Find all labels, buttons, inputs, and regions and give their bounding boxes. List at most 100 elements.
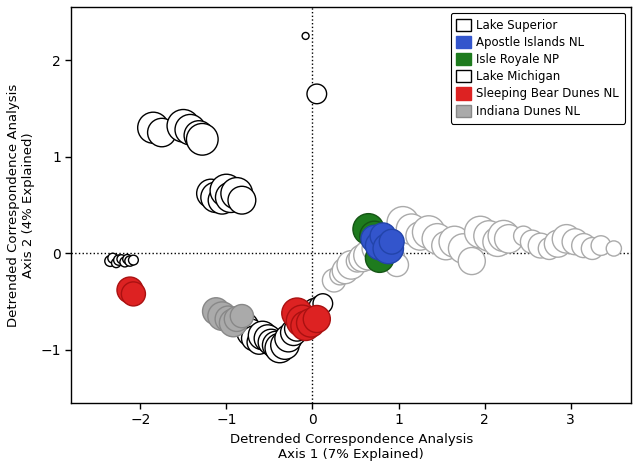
Point xyxy=(535,242,545,249)
Point xyxy=(553,240,563,248)
Point xyxy=(114,256,124,264)
Point xyxy=(609,245,619,252)
Point xyxy=(194,132,204,139)
Point xyxy=(383,245,394,252)
Point xyxy=(357,255,367,262)
Point xyxy=(300,312,311,320)
Point xyxy=(352,257,362,265)
Point xyxy=(458,245,468,252)
Point xyxy=(228,319,239,327)
Point xyxy=(378,232,388,240)
Point xyxy=(544,245,554,252)
Point xyxy=(392,261,402,269)
Point xyxy=(122,256,133,263)
Point xyxy=(346,261,357,269)
Point xyxy=(484,232,494,240)
Point xyxy=(375,255,385,262)
Point xyxy=(232,190,242,197)
Point xyxy=(329,277,339,284)
Point xyxy=(111,259,121,267)
Point xyxy=(375,242,385,249)
Point xyxy=(211,307,221,315)
Point xyxy=(309,306,319,313)
Point xyxy=(271,341,281,349)
Point xyxy=(297,319,308,327)
Point xyxy=(288,329,299,336)
Point xyxy=(197,136,207,143)
Point xyxy=(387,255,397,262)
Point xyxy=(258,332,268,339)
Point xyxy=(178,122,188,130)
Point xyxy=(185,126,195,133)
Point xyxy=(292,325,302,332)
Point xyxy=(432,235,442,242)
Point xyxy=(364,251,374,259)
Point xyxy=(116,256,126,263)
Point xyxy=(306,319,316,327)
Point xyxy=(561,235,572,242)
Point xyxy=(306,309,316,317)
Point xyxy=(312,90,322,98)
Point xyxy=(570,238,580,246)
Point xyxy=(120,258,130,266)
Point xyxy=(226,194,236,201)
Point xyxy=(466,257,477,265)
Point xyxy=(105,257,115,265)
Point xyxy=(241,322,251,329)
Point xyxy=(297,317,308,325)
Point xyxy=(441,242,451,249)
Point xyxy=(206,190,216,197)
Point xyxy=(318,300,328,307)
Point xyxy=(157,129,167,136)
Point xyxy=(263,335,273,342)
Point xyxy=(217,312,227,320)
Point xyxy=(254,338,264,346)
Point xyxy=(300,322,311,329)
Point xyxy=(128,290,138,298)
Point xyxy=(406,226,417,233)
Point xyxy=(128,256,138,264)
Point xyxy=(312,315,322,323)
Point xyxy=(232,315,242,323)
Point xyxy=(527,238,537,246)
Point xyxy=(381,245,391,252)
Point xyxy=(503,235,514,242)
Point xyxy=(246,329,256,336)
Point xyxy=(249,335,259,342)
Point xyxy=(397,219,408,226)
Point xyxy=(292,309,302,317)
Point xyxy=(449,238,459,246)
Point xyxy=(217,197,227,204)
Point xyxy=(340,267,350,274)
Point xyxy=(378,242,388,249)
Point xyxy=(387,238,397,246)
Point xyxy=(125,257,135,265)
Y-axis label: Detrended Correspondence Analysis
Axis 2 (4% Explained): Detrended Correspondence Analysis Axis 2… xyxy=(7,83,35,327)
Point xyxy=(369,235,380,242)
Point xyxy=(211,194,221,201)
X-axis label: Detrended Correspondence Analysis
Axis 1 (7% Explained): Detrended Correspondence Analysis Axis 1… xyxy=(230,433,473,461)
Point xyxy=(335,271,345,278)
Point xyxy=(424,228,434,236)
Point xyxy=(587,245,597,252)
Point xyxy=(108,255,118,262)
Point xyxy=(369,245,380,252)
Point xyxy=(223,315,234,323)
Point xyxy=(364,226,374,233)
Point xyxy=(315,303,325,310)
Point xyxy=(266,338,276,346)
Point xyxy=(518,232,528,240)
Point xyxy=(596,242,606,249)
Point xyxy=(280,341,290,349)
Point xyxy=(148,124,158,132)
Point xyxy=(369,232,380,240)
Point xyxy=(300,32,311,40)
Point xyxy=(221,187,232,194)
Point xyxy=(579,242,589,249)
Point xyxy=(125,286,135,294)
Point xyxy=(415,232,425,240)
Legend: Lake Superior, Apostle Islands NL, Isle Royale NP, Lake Michigan, Sleeping Bear : Lake Superior, Apostle Islands NL, Isle … xyxy=(450,13,625,124)
Point xyxy=(275,344,285,352)
Point xyxy=(375,242,385,249)
Point xyxy=(493,238,503,246)
